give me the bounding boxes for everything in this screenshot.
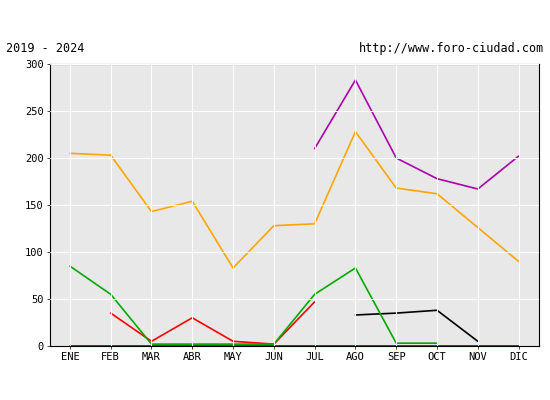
Text: Evolucion Nº Turistas Extranjeros en el municipio de Pliego: Evolucion Nº Turistas Extranjeros en el … bbox=[28, 10, 522, 24]
Text: http://www.foro-ciudad.com: http://www.foro-ciudad.com bbox=[359, 42, 544, 55]
Text: 2019 - 2024: 2019 - 2024 bbox=[6, 42, 84, 55]
